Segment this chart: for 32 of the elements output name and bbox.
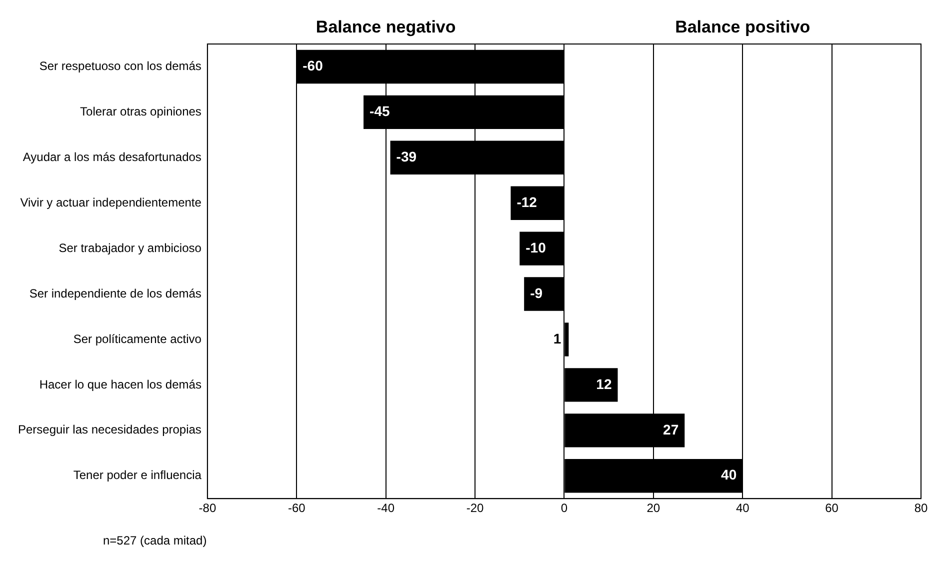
data-label: -60 — [302, 58, 324, 74]
data-label: -10 — [526, 239, 546, 256]
y-tick-label: Ser políticamente activo — [73, 332, 202, 346]
x-tick-label: -20 — [466, 501, 484, 516]
x-tick-label: -60 — [288, 501, 306, 516]
y-tick-label: Ser trabajador y ambicioso — [58, 240, 202, 255]
text: Balance negativo — [316, 18, 456, 37]
y-tick-label: Ayudar a los más desafortunados — [22, 150, 202, 164]
x-tick-label: 40 — [736, 501, 750, 516]
y-tick-label: Perseguir las necesidades propias — [18, 422, 202, 437]
y-tick-label: Ser independiente de los demás — [29, 286, 202, 300]
x-tick-label: -80 — [198, 501, 216, 516]
y-tick-label: Ser respetuoso con los demás — [39, 59, 202, 74]
text: n=527 (cada mitad) — [103, 533, 207, 548]
data-label: 1 — [553, 330, 562, 346]
data-label: -9 — [530, 284, 543, 301]
x-tick-label: 80 — [914, 501, 928, 516]
data-label: 12 — [596, 376, 612, 392]
x-tick-label: 20 — [646, 501, 660, 516]
data-label: -12 — [516, 194, 538, 210]
y-tick-label: Tener poder e influencia — [73, 468, 202, 482]
y-tick-label: Tolerar otras opiniones — [80, 104, 202, 119]
x-tick-label: -40 — [377, 501, 395, 516]
data-label: -45 — [370, 103, 390, 120]
y-tick-label: Hacer lo que hacen los demás — [39, 377, 202, 392]
x-tick-label: 0 — [560, 501, 568, 516]
data-label: 40 — [721, 466, 737, 483]
y-tick-label: Vivir y actuar independientemente — [20, 195, 202, 210]
x-tick-label: 60 — [825, 501, 839, 516]
data-label: -39 — [396, 148, 417, 165]
text: Balance positivo — [675, 18, 810, 37]
data-label: 27 — [663, 421, 679, 438]
